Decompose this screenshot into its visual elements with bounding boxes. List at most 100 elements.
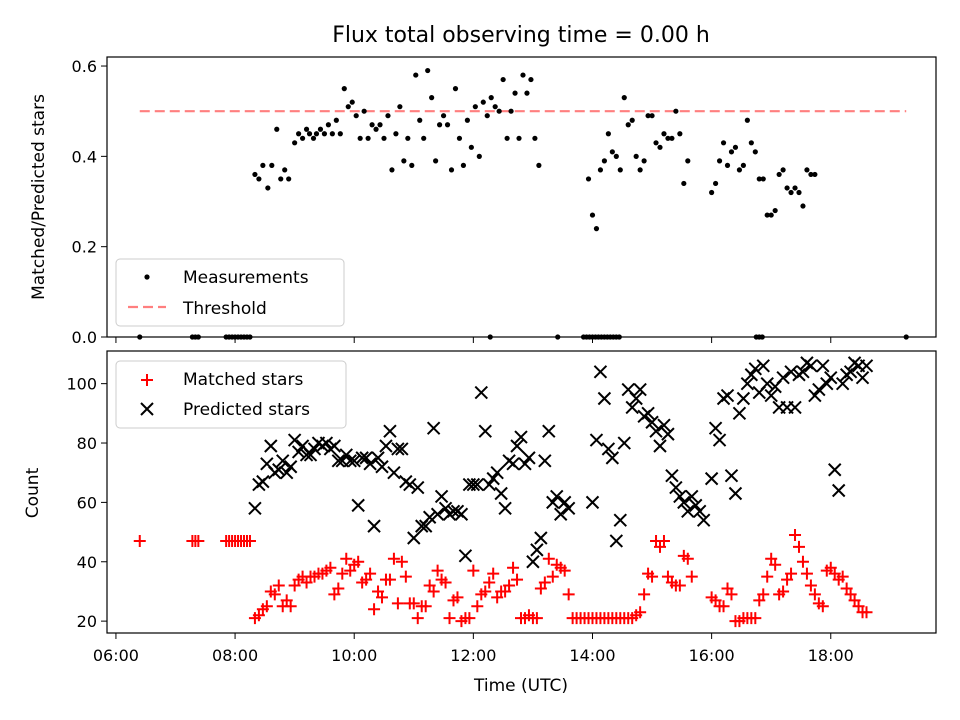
measurement-point <box>460 162 467 168</box>
matched-star-point <box>451 591 464 604</box>
measurement-point <box>536 162 542 168</box>
measurement-point <box>637 167 643 173</box>
measurement-point <box>444 122 451 128</box>
predicted-star-point <box>403 477 417 492</box>
bottom-ytick-label: 20 <box>77 612 97 631</box>
matched-star-point <box>272 579 285 592</box>
matched-star-point <box>530 612 543 625</box>
predicted-star-point <box>681 504 695 519</box>
measurement-point <box>487 334 493 340</box>
matched-star-point <box>785 567 798 580</box>
measurement-point <box>389 167 395 173</box>
measurement-point <box>500 76 506 83</box>
predicted-star-point <box>526 555 540 569</box>
matched-star-point <box>479 585 492 598</box>
predicted-star-point <box>407 531 421 545</box>
measurement-point <box>405 135 411 141</box>
predicted-star-point <box>704 471 719 486</box>
predicted-star-point <box>633 382 647 397</box>
measurement-point <box>641 158 647 164</box>
predicted-star-point <box>665 468 679 483</box>
measurement-point <box>306 131 313 137</box>
top-ytick-label: 0.4 <box>72 147 97 166</box>
measurement-point <box>436 122 443 128</box>
matched-star-point <box>260 600 273 613</box>
measurement-point <box>496 108 502 114</box>
measurement-point <box>528 76 534 83</box>
measurement-point <box>488 95 494 101</box>
predicted-star-point <box>446 504 461 519</box>
predicted-star-point <box>478 424 492 438</box>
measurement-point <box>532 135 538 141</box>
predicted-star-point <box>430 507 445 521</box>
measurement-point <box>393 131 399 137</box>
matched-star-point <box>725 588 738 601</box>
measurement-point <box>748 140 754 146</box>
measurement-point <box>361 108 367 114</box>
measurement-point <box>269 162 275 168</box>
legend-measurements-label: Measurements <box>183 268 309 288</box>
predicted-star-point <box>383 424 397 438</box>
predicted-star-point <box>720 388 735 403</box>
predicted-star-point <box>351 498 365 513</box>
matched-star-point <box>757 588 770 601</box>
matched-star-point <box>769 558 782 571</box>
predicted-star-point <box>339 448 353 462</box>
predicted-star-point <box>649 424 663 438</box>
matched-star-point <box>340 552 353 565</box>
measurement-point <box>421 135 427 141</box>
predicted-star-point <box>685 489 699 504</box>
matched-star-point <box>467 564 480 577</box>
predicted-star-point <box>613 513 627 527</box>
matched-star-point <box>761 570 774 583</box>
matched-star-point <box>804 579 817 592</box>
legend-matched-label: Matched stars <box>183 370 303 390</box>
predicted-star-point <box>673 489 687 504</box>
measurement-point <box>252 171 258 178</box>
measurement-point <box>448 167 455 173</box>
predicted-star-point <box>299 448 314 462</box>
bottom-panel: 20 40 60 80 100 06:00 08:00 10:00 12:00 14:00 16:0… <box>23 350 937 696</box>
measurement-point <box>903 334 909 340</box>
predicted-star-point <box>696 513 711 527</box>
top-legend-box <box>115 258 345 327</box>
matched-star-point <box>634 606 647 619</box>
predicted-star-point <box>331 454 346 468</box>
predicted-star-point <box>689 498 703 513</box>
matched-star-point <box>387 552 400 565</box>
measurement-point <box>759 334 765 340</box>
measurement-point <box>709 189 715 196</box>
measurement-point <box>313 131 320 137</box>
bottom-xtick-label: 06:00 <box>93 646 139 665</box>
predicted-star-point <box>303 448 318 462</box>
predicted-star-point <box>776 371 790 385</box>
predicted-star-point <box>359 451 373 465</box>
predicted-star-point <box>669 480 683 495</box>
predicted-star-point <box>438 501 453 516</box>
predicted-star-point <box>470 477 485 492</box>
predicted-star-point <box>597 391 612 406</box>
measurement-point <box>484 113 490 119</box>
predicted-star-point <box>843 365 858 379</box>
predicted-star-point <box>784 365 798 379</box>
measurement-point <box>681 180 687 187</box>
measurement-point <box>476 153 482 159</box>
predicted-star-point <box>589 433 604 447</box>
matched-star-point <box>507 561 520 574</box>
predicted-star-point <box>490 465 504 480</box>
matched-star-point <box>685 570 698 583</box>
matched-star-point <box>407 597 420 610</box>
measurement-point <box>472 104 478 110</box>
matched-star-point <box>376 591 389 604</box>
measurement-point <box>736 167 743 173</box>
measurement-point <box>492 104 498 110</box>
top-panel: 0.0 0.2 0.4 0.6 Matched/Predicted stars Mea… <box>29 56 937 347</box>
predicted-star-point <box>625 400 639 415</box>
predicted-star-point <box>371 451 385 465</box>
measurement-point <box>673 108 679 114</box>
measurement-point <box>508 108 514 114</box>
predicted-star-point <box>712 433 727 447</box>
predicted-star-point <box>518 457 532 471</box>
predicted-star-point <box>816 359 830 373</box>
matched-star-point <box>558 564 571 577</box>
